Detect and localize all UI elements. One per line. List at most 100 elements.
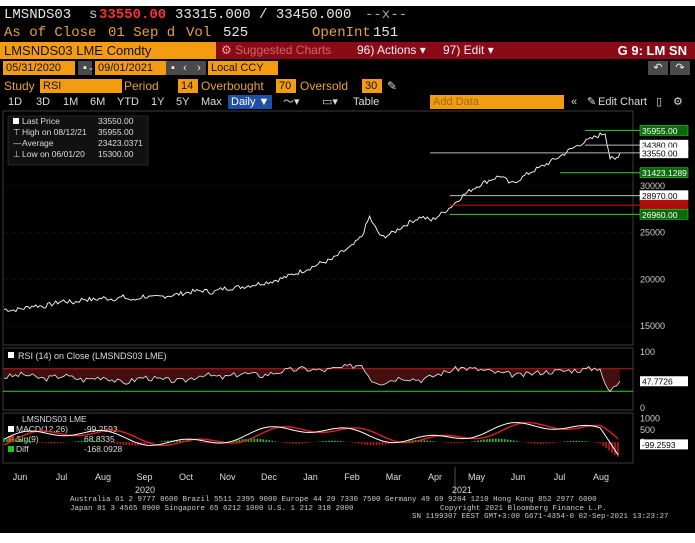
macd-tick-label: 500 [640,425,655,435]
signal-value: 68.8335 [84,434,115,444]
period-1m[interactable]: 1M [63,96,79,108]
last-price: 33550.00 [99,7,167,23]
rsi-swatch [8,352,14,358]
oversold-field[interactable]: 30 [362,79,382,93]
price-tag-label: 28970.00 [642,191,678,201]
price-prefix: s [89,7,98,23]
start-date-field[interactable]: 05/31/2020 [3,61,75,75]
overbought-field[interactable]: 70 [276,79,296,93]
start-calendar-icon[interactable]: ▪ [78,61,92,75]
footer-session: SN 1199307 EEST GMT+3:00 G671-4354-0 02-… [412,513,669,521]
date-separator: - [89,61,93,75]
rsi-title: RSI (14) on Close (LMSNDS03 LME) [8,351,167,361]
as-of-date: 01 Sep d [108,25,176,41]
next-arrow-icon[interactable]: › [192,61,206,75]
period-1y[interactable]: 1Y [151,96,165,108]
x-month-label: Oct [179,472,194,482]
legend-low-label: Low on 06/01/20 [22,149,85,159]
suggested-icon: ⚙ [221,43,236,57]
rsi-tick-label: 100 [640,347,655,357]
diff-value: -168.0928 [84,444,123,454]
openint-label: OpenInt [312,25,371,41]
actions-menu[interactable]: 96) Actions ▾ [352,42,444,59]
period-label: Period [124,79,159,93]
caption-strip [0,0,695,6]
screen-code: G 9: LM SN [617,43,687,58]
price-tag-label: 33550.00 [642,148,678,158]
bid-ask: 33315.000 / 33450.000 [175,7,352,23]
price-tag-box [639,147,689,159]
price-legend: Last Price 33550.00 ⊤ High on 08/12/21 3… [7,115,149,166]
study-label: Study [4,79,35,93]
x-month-label: Jun [511,472,526,482]
snapshot-icon[interactable]: ▯ [656,96,663,108]
rsi-last-tag [640,376,688,387]
x-year-label: 2021 [452,485,472,495]
diff-name: Diff [16,444,29,454]
edit-menu[interactable]: 97) Edit ▾ [438,42,514,59]
pencil-icon[interactable]: ✎ [387,79,398,93]
collapse-icon[interactable]: « [571,96,578,108]
macd-title: LMSNDS03 LME [22,414,87,424]
legend-avg-marker: — [13,138,22,148]
add-data-field[interactable]: Add Data [430,95,564,109]
net-change: --x-- [365,7,408,23]
x-month-label: Apr [428,472,442,482]
legend-high-marker: ⊤ [13,127,21,137]
table-button[interactable]: Table [353,96,380,108]
line-type-icon[interactable]: 〜▾ [283,96,300,108]
x-month-label: Aug [593,472,609,482]
as-of-label: As of Close [4,25,97,41]
footer-line-1: Australia 61 2 9777 8600 Brazil 5511 239… [70,496,597,504]
currency-select[interactable]: Local CCY [208,61,278,75]
period-max[interactable]: Max [201,96,222,108]
period-ytd[interactable]: YTD [117,96,139,108]
x-month-label: Aug [95,472,111,482]
x-month-label: Dec [261,472,278,482]
price-tag-label: 35955.00 [642,126,678,136]
legend-low-marker: ⊥ [13,149,21,159]
period-3d[interactable]: 3D [36,96,51,108]
rsi-tick-label: 0 [640,403,645,413]
rsi-last-label: 47.7726 [642,377,673,387]
study-select[interactable]: RSI [40,79,122,93]
end-date-field[interactable]: 09/01/2021 [95,61,167,75]
ticker: LMSNDS03 [4,7,72,23]
prev-arrow-icon[interactable]: ‹ [178,61,192,75]
edit-chart-button[interactable]: Edit Chart [598,96,647,108]
redo-icon[interactable]: ↷ [670,61,690,75]
edit-chart-icon[interactable]: ✎ [587,96,597,108]
macd-series: 05001000-99.2593 [3,413,688,457]
period-6m[interactable]: 6M [90,96,106,108]
quote-line: LMSNDS03 s 33550.00 33315.000 / 33450.00… [0,6,695,24]
title-bar: LMSNDS03 LME Comdty ⚙ Suggested Charts 9… [0,42,695,59]
period-toolbar: 1D 3D 1M 6M YTD 1Y 5Y Max Daily ▼ 〜▾ ▭▾ … [0,95,695,109]
settings-icon[interactable]: ⚙ [673,96,683,108]
suggested-charts-button[interactable]: ⚙ Suggested Charts [216,42,354,59]
macd-value: -99.2593 [84,424,118,434]
end-calendar-icon[interactable]: ▪ [166,61,180,75]
period-field[interactable]: 14 [178,79,198,93]
x-month-label: Nov [219,472,236,482]
diff-swatch [8,446,14,452]
price-tick-label: 30000 [640,181,665,191]
frequency-select[interactable]: Daily ▼ [228,95,273,109]
overbought-label: Overbought [201,79,264,93]
price-tag-label: 31423.1289 [642,168,687,178]
chart-tool-icon[interactable]: ▭▾ [322,96,338,108]
price-series [3,132,621,313]
price-tag-box [639,209,689,220]
rsi-line [3,363,621,393]
period-5y[interactable]: 5Y [176,96,190,108]
rsi-panel [2,347,634,411]
x-month-label: Feb [344,472,360,482]
x-month-label: Sep [136,472,152,482]
as-of-line: As of Close 01 Sep d Vol 525 OpenInt 151 [0,24,695,42]
undo-icon[interactable]: ↶ [648,61,668,75]
legend-last-label: Last Price [22,116,60,126]
x-year-label: 2020 [135,485,155,495]
macd-line [3,422,619,455]
oversold-label: Oversold [300,79,349,93]
footer: Australia 61 2 9777 8600 Brazil 5511 239… [0,494,695,524]
period-1d[interactable]: 1D [8,96,23,108]
